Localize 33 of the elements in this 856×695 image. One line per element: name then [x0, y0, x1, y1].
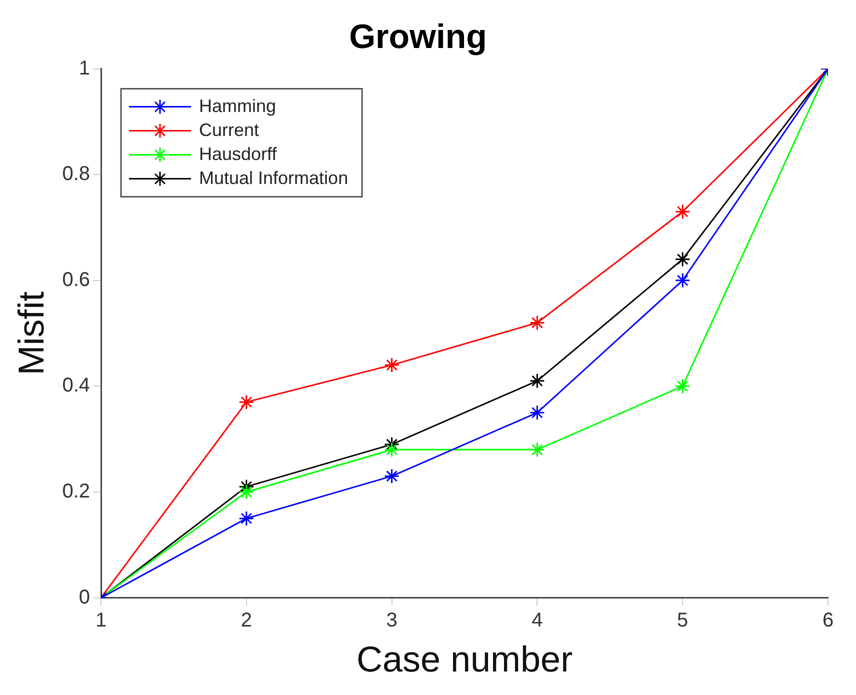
y-tick-label: 0.8	[62, 163, 90, 186]
point	[384, 442, 400, 458]
x-tick-label: 2	[240, 609, 252, 632]
y-tick-label: 1	[78, 57, 90, 80]
y-tick-label: 0.6	[62, 268, 90, 291]
point	[674, 378, 690, 394]
x-axis-title: Case number	[356, 638, 573, 680]
x-tick-label: 5	[677, 609, 688, 632]
legend-label: Current	[199, 120, 260, 140]
point	[384, 357, 400, 373]
y-tick-label: 0	[78, 586, 90, 608]
chart-title: Growing	[349, 18, 487, 56]
x-tick-label: 3	[386, 609, 398, 632]
point	[529, 404, 545, 420]
point	[674, 204, 690, 220]
point	[384, 468, 400, 484]
y-tick-label: 0.2	[62, 480, 90, 503]
x-tick-label: 4	[532, 609, 543, 632]
legend-label: Mutual Information	[199, 168, 348, 188]
legend-label: Hausdorff	[199, 144, 278, 164]
point	[238, 484, 254, 500]
point	[238, 510, 254, 526]
legend-label: Hamming	[199, 96, 276, 116]
y-axis-title: Misfit	[10, 291, 52, 376]
point	[529, 314, 545, 330]
point	[674, 251, 690, 267]
x-tick-label: 6	[822, 609, 834, 632]
x-tick-label: 1	[95, 609, 107, 632]
point	[529, 442, 545, 458]
point	[674, 272, 690, 288]
point	[529, 373, 545, 389]
y-tick-label: 0.4	[62, 374, 90, 397]
point	[238, 394, 254, 410]
